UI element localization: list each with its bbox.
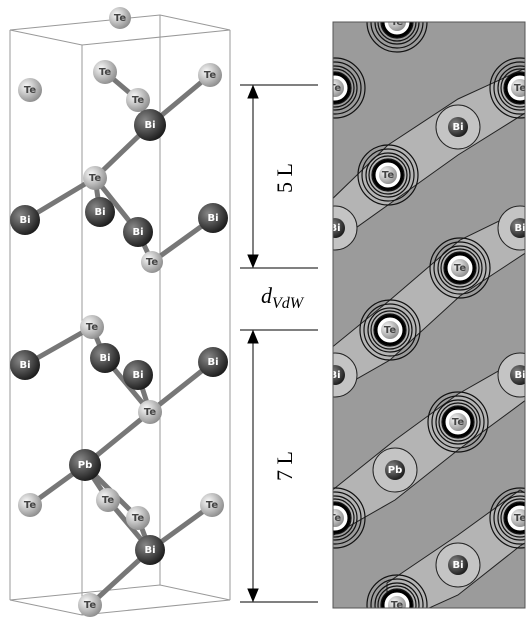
atom-label: Te	[384, 325, 396, 336]
annotations	[240, 85, 318, 602]
atom-label: Te	[132, 513, 144, 524]
atom-label: Bi	[99, 353, 110, 364]
lower-block-label: 7 L	[272, 451, 297, 481]
atom-label: Te	[132, 95, 144, 106]
atom-label: Te	[206, 500, 218, 511]
atom-label: Te	[114, 13, 126, 24]
gap-subscript: VdW	[272, 295, 305, 312]
atom-label: Pb	[388, 465, 403, 476]
atom-label: Bi	[452, 560, 463, 571]
atom-label: Te	[24, 500, 36, 511]
atom-label: Bi	[207, 213, 218, 224]
atom-label: Te	[514, 83, 526, 94]
atom-label: Bi	[514, 370, 525, 381]
atom-label: Te	[146, 257, 158, 268]
atom-label: Te	[329, 83, 341, 94]
atom-label: Te	[102, 495, 114, 506]
crystal-structure: Te Te Te Te Te Bi Te Bi Bi Bi Bi Te Te Bi Bi Bi Bi Te Pb Te…	[10, 7, 228, 617]
density-map: TeTeTeBiTeBiBiTeTeBiBiTePbTeTeBiTe	[305, 0, 528, 621]
atom-label: Bi	[329, 370, 340, 381]
bonds	[25, 72, 213, 605]
atom-label: Te	[24, 85, 36, 96]
atom-label: Bi	[132, 227, 143, 238]
upper-block-label: 5 L	[272, 163, 297, 193]
atom-label: Te	[86, 322, 98, 333]
atom-label: Te	[84, 600, 96, 611]
atom-label: Bi	[132, 370, 143, 381]
atom-label: Bi	[207, 357, 218, 368]
atom-label: Bi	[452, 122, 463, 133]
atom-label: Te	[382, 170, 394, 181]
atom-label: Bi	[94, 207, 105, 218]
atom-label: Bi	[19, 360, 30, 371]
atom-label: Te	[514, 513, 526, 524]
atom-label: Te	[452, 417, 464, 428]
atom-label: Te	[89, 173, 101, 184]
atom-label: Bi	[19, 215, 30, 226]
vdw-gap-label: dVdW	[261, 283, 305, 312]
atom-label: Bi	[144, 545, 155, 556]
unit-cell	[10, 15, 230, 615]
atom-label: Bi	[514, 223, 525, 234]
atom-label: Te	[99, 67, 111, 78]
atom-label: Te	[454, 263, 466, 274]
atom-label: Pb	[78, 460, 93, 471]
atom-label: Bi	[329, 223, 340, 234]
atom-label: Te	[329, 513, 341, 524]
atom-label: Bi	[144, 120, 155, 131]
atom-label: Te	[391, 600, 403, 611]
figure: Te Te Te Te Te Bi Te Bi Bi Bi Bi Te Te Bi Bi Bi Bi Te Pb Te…	[0, 0, 528, 621]
atom-label: Te	[144, 407, 156, 418]
atom-label: Te	[204, 70, 216, 81]
